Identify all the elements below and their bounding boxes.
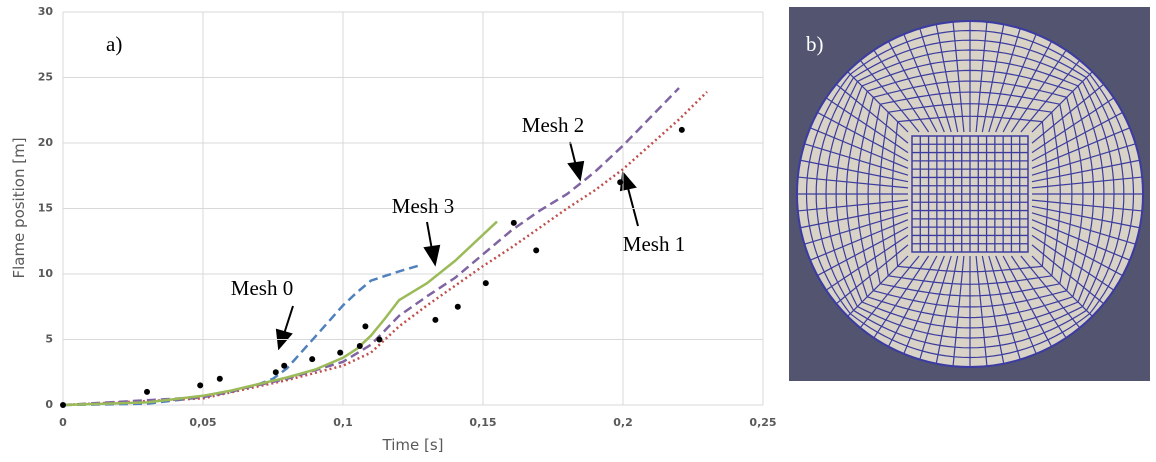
mesh-line	[1031, 127, 1131, 169]
y-tick-label: 10	[38, 267, 54, 280]
mesh-line	[995, 33, 1037, 133]
mesh-line	[825, 97, 909, 154]
mesh-line	[797, 176, 909, 189]
mesh-line	[797, 199, 909, 212]
data-point	[510, 219, 517, 226]
mesh-line	[1010, 255, 1067, 339]
mesh-line	[809, 219, 909, 261]
mesh-line	[1031, 176, 1143, 189]
data-point	[454, 303, 461, 310]
mesh-line	[1010, 49, 1067, 133]
mesh-line	[1031, 97, 1115, 154]
series-label: Mesh 3	[392, 194, 454, 218]
mesh-line	[887, 41, 938, 133]
mesh-line	[1031, 234, 1115, 291]
data-point	[533, 247, 540, 254]
data-point	[281, 362, 288, 369]
data-point	[309, 356, 316, 363]
arrow	[627, 187, 639, 227]
x-axis-title: Time [s]	[382, 436, 444, 454]
mesh-line	[1031, 199, 1143, 212]
series-line	[62, 91, 708, 407]
arrow-head	[423, 244, 441, 267]
data-point	[337, 349, 344, 356]
series-label: Mesh 0	[231, 276, 293, 300]
y-tick-label: 5	[45, 333, 53, 346]
data-point	[376, 336, 383, 343]
data-point	[272, 369, 279, 376]
data-point	[617, 179, 624, 186]
data-point	[216, 375, 223, 382]
x-tick-label: 0,15	[469, 416, 496, 429]
mesh-ring	[835, 59, 1105, 329]
x-tick-label: 0,2	[613, 416, 633, 429]
mesh-line	[1002, 41, 1053, 133]
mesh-line	[887, 255, 938, 347]
x-tick-label: 0,25	[749, 416, 776, 429]
mesh-line	[825, 234, 909, 291]
x-tick-label: 0,1	[333, 416, 353, 429]
arrow	[569, 141, 577, 167]
mesh-line	[817, 111, 909, 162]
data-point	[678, 126, 685, 133]
mesh-ring	[815, 39, 1125, 349]
x-tick-label: 0,05	[189, 416, 216, 429]
y-tick-label: 0	[45, 398, 53, 411]
y-tick-label: 25	[38, 71, 53, 84]
mesh-line	[903, 33, 945, 133]
data-point	[356, 343, 363, 350]
mesh-image	[796, 20, 1144, 368]
mesh-ring	[796, 20, 1144, 368]
arrow	[283, 305, 294, 335]
mesh-line	[995, 255, 1037, 355]
mesh-line	[809, 127, 909, 169]
mesh-line	[1031, 226, 1123, 277]
arrow	[426, 221, 433, 251]
mesh-ring	[825, 49, 1115, 339]
series-line	[62, 220, 498, 407]
mesh-ring	[845, 69, 1095, 319]
mesh-line	[1002, 255, 1053, 347]
panel-label: b)	[806, 32, 824, 56]
mesh-ring	[805, 29, 1135, 359]
mesh-ring	[856, 80, 1084, 308]
grid	[62, 11, 764, 406]
series-label: Mesh 2	[522, 113, 584, 137]
mesh-line	[975, 255, 988, 367]
mesh-line	[817, 226, 909, 277]
y-tick-label: 20	[38, 136, 54, 149]
mesh-line	[1031, 111, 1123, 162]
mesh-line	[873, 255, 930, 339]
panel-label: a)	[106, 32, 122, 56]
x-tick-label: 0	[59, 416, 67, 429]
arrow-head	[567, 160, 585, 182]
y-tick-label: 30	[38, 5, 54, 18]
y-axis-title: Flame position [m]	[10, 137, 28, 278]
series-label: Mesh 1	[623, 232, 685, 256]
mesh-line	[952, 255, 965, 367]
mesh-ring	[879, 103, 1061, 285]
mesh-ring	[891, 115, 1049, 273]
mesh-line	[903, 255, 945, 355]
mesh-line	[975, 21, 988, 133]
data-point	[197, 382, 204, 389]
data-point	[60, 402, 66, 408]
mesh-ring	[867, 91, 1073, 297]
mesh-line	[1031, 219, 1131, 261]
data-point	[432, 316, 439, 323]
data-point	[482, 280, 489, 287]
y-tick-label: 15	[38, 202, 53, 215]
mesh-line	[952, 21, 965, 133]
mesh-line	[873, 49, 930, 133]
series-line	[62, 87, 680, 407]
data-point	[144, 388, 150, 395]
data-point	[362, 323, 369, 330]
